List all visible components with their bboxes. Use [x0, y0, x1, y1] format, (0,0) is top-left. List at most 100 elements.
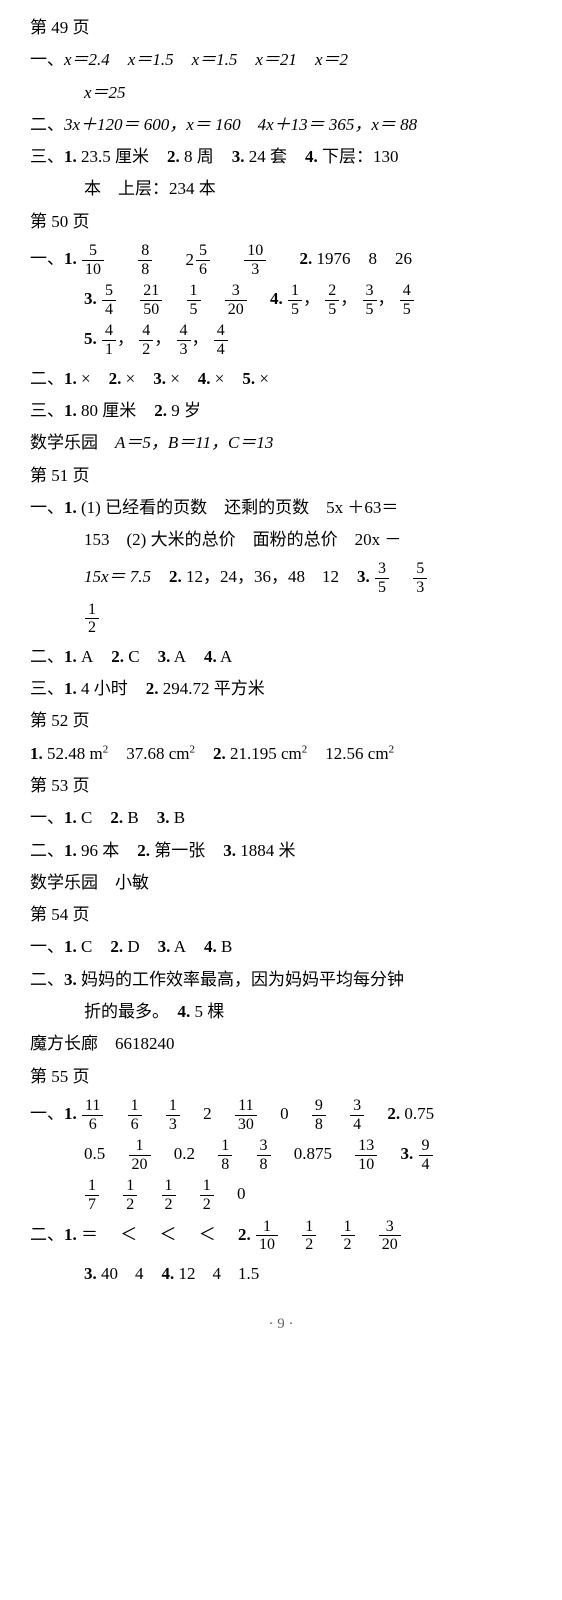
t: ×	[126, 369, 136, 388]
t: D	[127, 937, 139, 956]
t: A	[220, 647, 232, 666]
t: 下层：130	[322, 147, 399, 166]
text: 小敏	[115, 873, 149, 892]
n: 1.	[64, 679, 77, 698]
fraction: 43	[177, 322, 191, 358]
n: 3.	[84, 289, 97, 308]
fraction: 41	[102, 322, 116, 358]
t: ×	[259, 369, 269, 388]
n: 4.	[270, 289, 283, 308]
t: (1) 已经看的页数 还剩的页数 5x ＋63＝	[81, 498, 398, 517]
page-49-header: 第 49 页	[30, 12, 532, 44]
p50-s3: 三、1. 80 厘米2. 9 岁	[30, 395, 532, 427]
label: 数学乐园	[30, 873, 98, 892]
fraction: 17	[85, 1177, 99, 1213]
label: 三、	[30, 679, 64, 698]
n: 1.	[30, 744, 43, 763]
n: 1.	[64, 647, 77, 666]
p54-s1: 一、1. C2. D3. A4. B	[30, 931, 532, 963]
n: 1.	[64, 808, 77, 827]
t: A	[81, 647, 93, 666]
t: 40 4	[101, 1264, 144, 1283]
t: 9 岁	[171, 401, 201, 420]
label: 一、	[30, 498, 64, 517]
label: 一、	[30, 937, 64, 956]
label: 一、	[30, 1104, 64, 1123]
t: 80 厘米	[81, 401, 136, 420]
fraction: 54	[102, 282, 116, 318]
n: 3.	[232, 147, 245, 166]
text: 3x＋120＝ 600，x＝ 160 4x＋13＝ 365，x＝ 88	[64, 115, 417, 134]
eq: x＝21	[255, 50, 297, 69]
fraction: 120	[129, 1137, 151, 1173]
n: 4.	[305, 147, 318, 166]
fraction: 94	[419, 1137, 433, 1173]
n: 1.	[64, 498, 77, 517]
fraction: 320	[379, 1218, 401, 1254]
n: 4.	[204, 647, 217, 666]
page-52-header: 第 52 页	[30, 705, 532, 737]
t: C	[81, 937, 92, 956]
t: 96 本	[81, 841, 119, 860]
t: 妈妈的工作效率最高，因为妈妈平均每分钟	[81, 970, 404, 989]
t: 1884 米	[240, 841, 295, 860]
p55-s1-q1: 一、1. 116 16 13 2 1130 0 98 34 2. 0.75	[30, 1097, 532, 1133]
p49-s1-cont: x＝25	[30, 77, 532, 109]
p53-extra: 数学乐园 小敏	[30, 867, 532, 899]
eq: x＝1.5	[192, 50, 238, 69]
fraction: 510	[82, 242, 104, 278]
p54-extra: 魔方长廊 6618240	[30, 1028, 532, 1060]
label: 魔方长廊	[30, 1034, 98, 1053]
n: 4.	[198, 369, 211, 388]
n: 2.	[213, 744, 226, 763]
t: C	[81, 808, 92, 827]
label: 二、	[30, 115, 64, 134]
n: 2.	[167, 147, 180, 166]
p51-s2: 二、1. A2. C3. A4. A	[30, 641, 532, 673]
op: ＜	[120, 1225, 137, 1244]
p50-s1-q3: 3. 54 2150 15 320 4. 15， 25， 35， 45	[30, 282, 532, 318]
p54-s2: 二、3. 妈妈的工作效率最高，因为妈妈平均每分钟	[30, 964, 532, 996]
t: 15x＝ 7.5	[84, 567, 151, 586]
p50-s1-q5: 5. 41， 42， 43， 44	[30, 322, 532, 358]
fraction: 15	[288, 282, 302, 318]
t: ×	[215, 369, 225, 388]
n: 2.	[110, 937, 123, 956]
p53-s2: 二、1. 96 本2. 第一张3. 1884 米	[30, 835, 532, 867]
fraction: 16	[128, 1097, 142, 1133]
fraction: 53	[413, 560, 427, 596]
t: 294.72 平方米	[163, 679, 265, 698]
n: 1.	[64, 1104, 77, 1123]
p55-s1-q2b: 0.5 120 0.2 18 38 0.875 1310 3. 94	[30, 1137, 532, 1173]
p53-s1: 一、1. C2. B3. B	[30, 802, 532, 834]
page-50-header: 第 50 页	[30, 206, 532, 238]
p55-s1-q3b: 17 12 12 12 0	[30, 1177, 532, 1213]
n: 1.	[64, 841, 77, 860]
n: 1.	[64, 1225, 77, 1244]
t: A	[174, 647, 186, 666]
label: 二、	[30, 369, 64, 388]
p55-s2-q1: 二、1. ＝ ＜ ＜ ＜ 2. 110 12 12 320	[30, 1218, 532, 1254]
v: 0	[280, 1104, 289, 1123]
eq: x＝2.4	[64, 50, 110, 69]
fraction: 13	[166, 1097, 180, 1133]
v: 0.2	[174, 1144, 195, 1163]
t: 折的最多。	[84, 1002, 161, 1021]
t: 8 周	[184, 147, 214, 166]
label: 一、	[30, 808, 64, 827]
fraction: 34	[350, 1097, 364, 1133]
fraction: 12	[162, 1177, 176, 1213]
eq: x＝25	[84, 83, 126, 102]
fraction: 25	[325, 282, 339, 318]
fraction: 42	[139, 322, 153, 358]
op: ＝	[81, 1225, 98, 1244]
v: 21.195 cm	[230, 744, 302, 763]
eq: x＝1.5	[128, 50, 174, 69]
t: 4 小时	[81, 679, 128, 698]
p52-q: 1. 52.48 m237.68 cm22. 21.195 cm212.56 c…	[30, 738, 532, 770]
text: 6618240	[115, 1034, 175, 1053]
p51-s3: 三、1. 4 小时2. 294.72 平方米	[30, 673, 532, 705]
n: 3.	[357, 567, 370, 586]
t: C	[128, 647, 139, 666]
p50-s2: 二、1. ×2. ×3. ×4. ×5. ×	[30, 363, 532, 395]
